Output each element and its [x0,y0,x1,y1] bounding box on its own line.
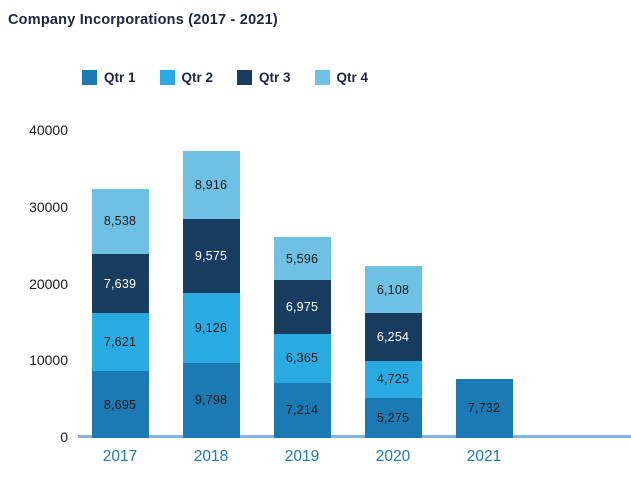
bar-segment-qtr-2: 7,621 [91,312,149,372]
segment-value-label: 9,126 [194,320,228,335]
legend-label: Qtr 4 [336,70,369,85]
bar-segment-qtr-1: 7,214 [273,382,331,438]
segment-value-label: 8,538 [103,214,137,229]
bar-segment-qtr-2: 9,126 [182,292,240,363]
legend-swatch-qtr-3 [237,70,253,85]
legend-label: Qtr 2 [181,70,214,85]
legend-item-qtr-4: Qtr 4 [314,70,369,85]
bar-segment-qtr-2: 4,725 [364,361,422,398]
y-axis-tick-label: 0 [60,429,68,445]
segment-value-label: 8,916 [194,178,228,193]
bar-2021: 7,732 [455,378,513,438]
x-axis-label-2019: 2019 [284,448,320,465]
legend-label: Qtr 3 [259,70,291,85]
segment-value-label: 6,975 [285,299,319,314]
legend-item-qtr-1: Qtr 1 [82,70,136,85]
segment-value-label: 6,254 [376,330,410,345]
bar-2018: 9,798 9,126 9,575 8,916 [182,150,240,438]
x-axis-label-2018: 2018 [193,448,229,465]
segment-value-label: 7,214 [285,403,319,418]
y-axis-tick-label: 40000 [29,122,68,138]
segment-value-label: 9,798 [194,393,228,408]
segment-value-label: 5,275 [376,410,410,425]
segment-value-label: 4,725 [376,372,410,387]
legend-label: Qtr 1 [104,70,136,85]
x-axis-label-2021: 2021 [466,448,502,465]
legend-item-qtr-2: Qtr 2 [159,70,214,85]
legend-item-qtr-3: Qtr 3 [237,70,291,85]
bar-2019: 7,214 6,365 6,975 5,596 [273,237,331,438]
bar-segment-qtr-4: 5,596 [273,237,331,281]
x-axis-label-2017: 2017 [102,448,138,465]
bar-2017: 8,695 7,621 7,639 8,538 [91,188,149,438]
x-axis-label-2020: 2020 [375,448,411,465]
bar-segment-qtr-1: 7,732 [455,378,513,438]
chart-title: Company Incorporations (2017 - 2021) [8,12,278,28]
bar-segment-qtr-3: 6,254 [364,313,422,362]
segment-value-label: 6,108 [376,282,410,297]
bar-2020: 5,275 4,725 6,254 6,108 [364,266,422,438]
bar-segment-qtr-3: 6,975 [273,280,331,334]
bar-segment-qtr-4: 8,538 [91,188,149,255]
segment-value-label: 8,695 [103,397,137,412]
segment-value-label: 6,365 [285,351,319,366]
bar-segment-qtr-3: 9,575 [182,219,240,293]
legend-swatch-qtr-1 [82,70,97,85]
bar-segment-qtr-3: 7,639 [91,254,149,313]
segment-value-label: 5,596 [285,251,319,266]
bar-segment-qtr-4: 8,916 [182,150,240,220]
bar-segment-qtr-4: 6,108 [364,266,422,314]
segment-value-label: 7,621 [103,335,137,350]
legend-swatch-qtr-4 [314,70,330,85]
x-axis-line [78,435,631,438]
segment-value-label: 7,732 [467,401,501,416]
bar-segment-qtr-1: 9,798 [182,362,240,438]
bar-segment-qtr-1: 5,275 [364,397,422,438]
bar-segment-qtr-1: 8,695 [91,371,149,438]
y-axis-tick-label: 20000 [29,275,68,292]
segment-value-label: 9,575 [194,249,228,264]
y-axis-tick-label: 10000 [29,352,68,369]
legend: Qtr 1 Qtr 2 Qtr 3 Qtr 4 [82,70,368,85]
legend-swatch-qtr-2 [159,70,175,85]
segment-value-label: 7,639 [103,276,137,291]
y-axis-tick-label: 30000 [29,198,68,215]
bar-segment-qtr-2: 6,365 [273,333,331,383]
